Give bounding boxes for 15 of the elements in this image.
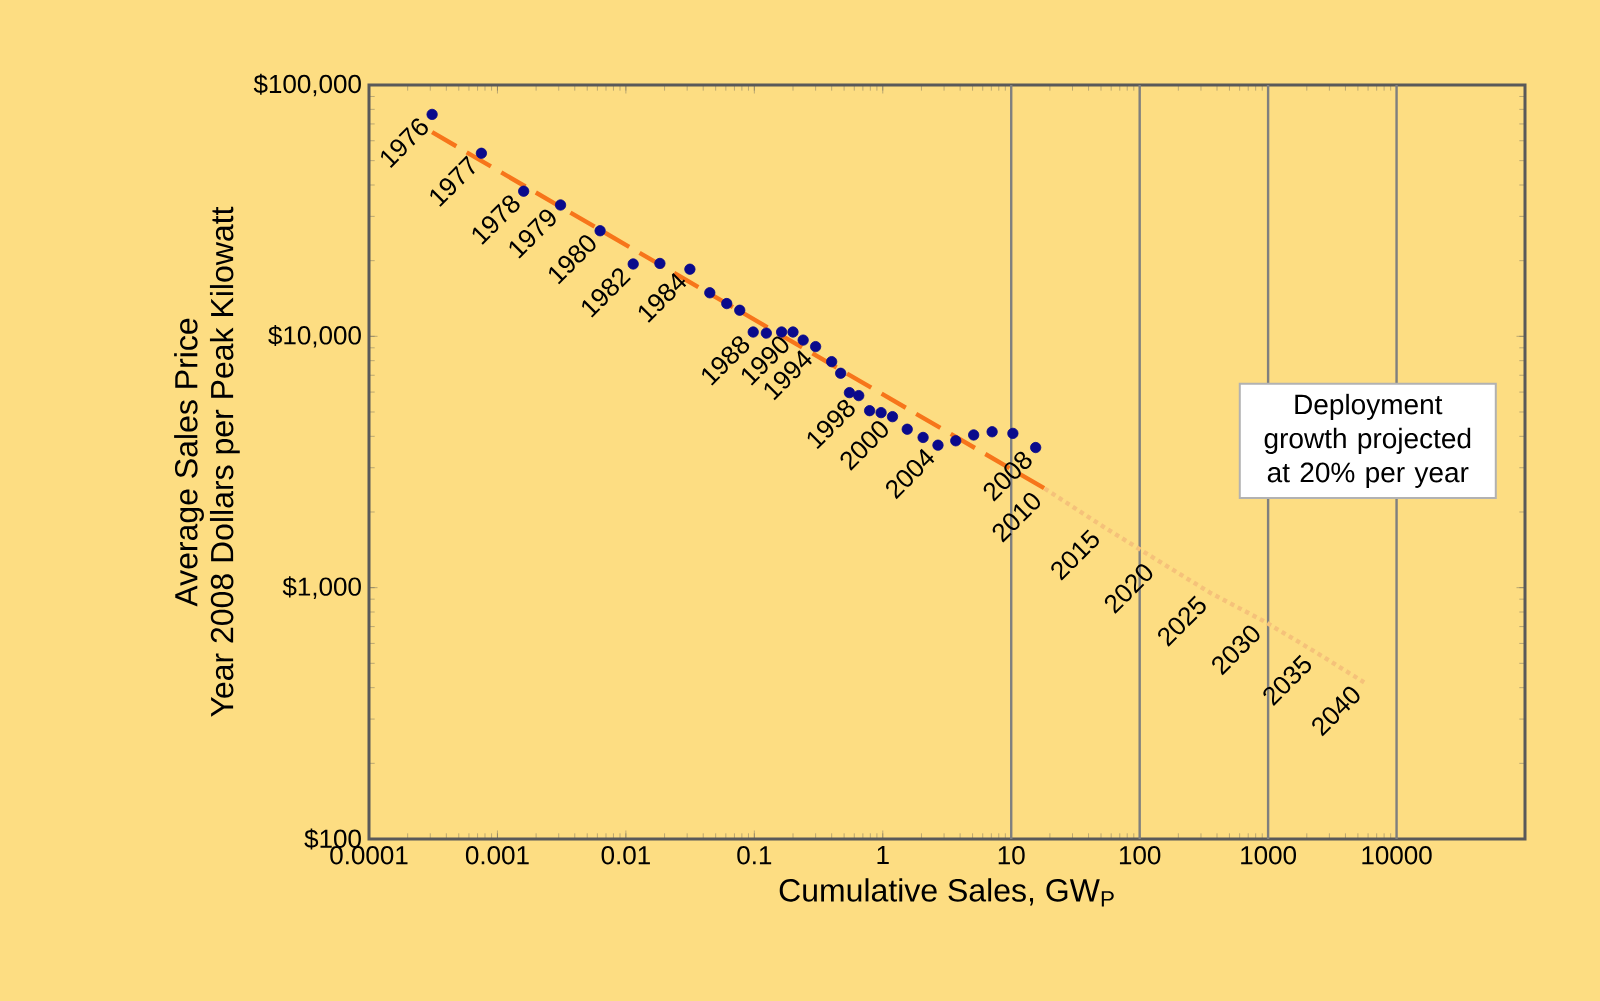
x-tick-label: 1000	[1241, 846, 1297, 865]
annotation: Deployment growth projected at 20% per year	[1264, 393, 1471, 488]
y-tick-label: $1,000	[282, 576, 361, 599]
x-tick-label: 0.1	[737, 846, 772, 865]
y-axis-title: Average Sales Price	[174, 318, 204, 607]
y-tick-label: $10,000	[268, 325, 361, 348]
x-tick-label: 1	[877, 846, 889, 864]
x-tick-label: 0.01	[601, 846, 650, 865]
y-tick-label: $100,000	[253, 73, 361, 97]
x-tick-label: 100	[1119, 846, 1161, 865]
x-axis-title: Cumulative Sales, GW$_{P}$	[779, 878, 1114, 907]
x-tick-label: 0.001	[465, 846, 529, 865]
text: Year 2008 Dollars per Peak Kilowatt	[209, 206, 240, 717]
x-tick-label: 10000	[1362, 846, 1432, 865]
x-tick-label: 10	[998, 846, 1025, 865]
